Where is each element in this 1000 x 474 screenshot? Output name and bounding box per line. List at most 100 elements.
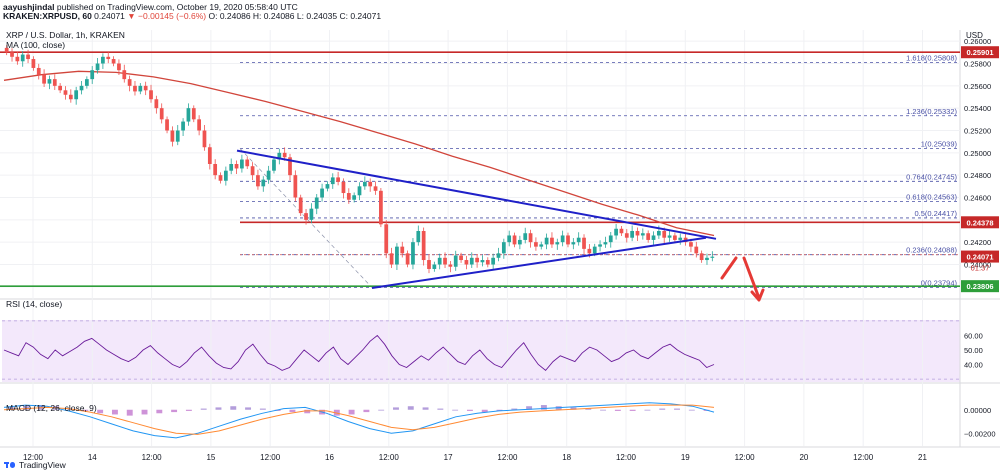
macd-title: MACD (12, 26, close, 9)	[6, 403, 97, 413]
candle	[480, 255, 485, 267]
candle	[90, 66, 95, 84]
macd-histogram-bar	[511, 408, 518, 410]
price-change: ▼ −0.00145 (−0.6%)	[127, 11, 207, 21]
candle	[293, 170, 298, 202]
candle	[646, 230, 651, 243]
candle	[31, 56, 36, 71]
price-tick-label: 0.24200	[964, 238, 991, 247]
time-tick-label: 12:00	[260, 453, 281, 462]
candle	[149, 84, 153, 103]
candle	[133, 81, 137, 96]
candle	[101, 53, 105, 69]
candle	[571, 238, 576, 250]
candle	[699, 250, 704, 263]
candle	[309, 203, 314, 224]
macd-histogram-bar	[688, 409, 695, 411]
candle	[229, 158, 234, 175]
candle	[181, 118, 185, 136]
time-tick-label: 18	[562, 453, 571, 462]
rsi-pane: 60.00 50.00 40.00	[2, 320, 983, 380]
candle	[272, 156, 276, 174]
macd-histogram-bar	[8, 407, 15, 410]
macd-histogram-bar	[23, 406, 30, 410]
candle	[256, 169, 260, 190]
fib-anchor-line	[239, 148, 373, 288]
price-tick-label: 0.25000	[964, 149, 991, 158]
candle	[154, 95, 159, 114]
candle	[325, 181, 330, 192]
candle	[26, 49, 30, 64]
price-tick-label: 0.25600	[964, 82, 991, 91]
macd-histogram-bar	[659, 408, 666, 410]
candle	[117, 59, 121, 76]
candle	[534, 237, 538, 251]
macd-tick-label: −0.00200	[964, 429, 996, 438]
macd-histogram-bar	[82, 409, 89, 411]
macd-histogram-bar	[126, 409, 133, 416]
macd-histogram-bar	[540, 405, 547, 410]
candle	[395, 243, 399, 270]
fib-level-label: 0.764(0.24745)	[906, 172, 957, 181]
price-tick-label: 0.25800	[964, 60, 991, 69]
candle	[528, 229, 533, 248]
trendline-lower[interactable]	[371, 236, 707, 289]
candle	[165, 116, 169, 134]
candle	[630, 225, 635, 242]
resistance-top-tag: 0.25901	[966, 48, 993, 57]
candle	[138, 83, 143, 95]
macd-histogram-bar	[526, 406, 533, 410]
candle	[95, 58, 100, 74]
tradingview-footer[interactable]: TradingView	[4, 460, 66, 470]
macd-histogram-bar	[171, 409, 178, 413]
bearish-arrow	[720, 256, 765, 302]
candle	[15, 51, 20, 65]
candle	[304, 209, 308, 225]
candle	[84, 76, 89, 89]
candle	[539, 241, 544, 250]
trendline-upper[interactable]	[236, 149, 717, 240]
resistance-mid-tag: 0.24378	[966, 218, 993, 227]
macd-histogram-bar	[378, 409, 385, 411]
candle	[651, 231, 656, 245]
tradingview-logo-icon	[4, 461, 16, 469]
candle	[619, 225, 624, 237]
candle	[218, 172, 223, 184]
candle	[4, 45, 9, 56]
time-tick-label: 12:00	[853, 453, 874, 462]
candle	[560, 230, 565, 247]
author-name[interactable]: aayushjindal	[3, 2, 55, 12]
candle	[250, 162, 255, 180]
candle	[582, 234, 586, 255]
candles	[4, 45, 715, 274]
candle	[384, 220, 389, 259]
bar-countdown: 01:37	[971, 264, 990, 273]
candle	[261, 176, 266, 192]
rsi-line	[3, 334, 715, 372]
macd-histogram-bar	[259, 408, 266, 410]
signal-line	[3, 404, 715, 435]
macd-histogram-bar	[141, 409, 148, 415]
ohlc-low: L: 0.24035	[296, 11, 338, 21]
candle	[207, 143, 212, 170]
horizontal-lines[interactable]	[0, 51, 960, 287]
candle	[421, 227, 426, 266]
ohlc-close: C: 0.24071	[339, 11, 382, 21]
macd-histogram-bar	[422, 407, 429, 410]
candle	[79, 81, 84, 95]
time-axis[interactable]: 12:00 14 12:00 15 12:00 16 12:00 17 12:00 18 12:00…	[23, 453, 928, 462]
macd-histogram-bar	[111, 409, 118, 415]
triangle-trendlines[interactable]	[236, 149, 717, 289]
candle	[501, 238, 506, 259]
candle	[368, 178, 373, 192]
macd-histogram-bar	[570, 407, 577, 410]
macd-histogram-bar	[200, 408, 207, 410]
macd-histogram-bar	[466, 409, 473, 411]
candle	[400, 241, 405, 258]
candle	[523, 227, 528, 244]
candle	[427, 255, 431, 274]
publish-text: published on TradingView.com, October 19…	[56, 2, 298, 12]
candle	[373, 181, 378, 195]
macd-histogram-bar	[304, 409, 311, 414]
macd-histogram-bar	[614, 409, 621, 411]
